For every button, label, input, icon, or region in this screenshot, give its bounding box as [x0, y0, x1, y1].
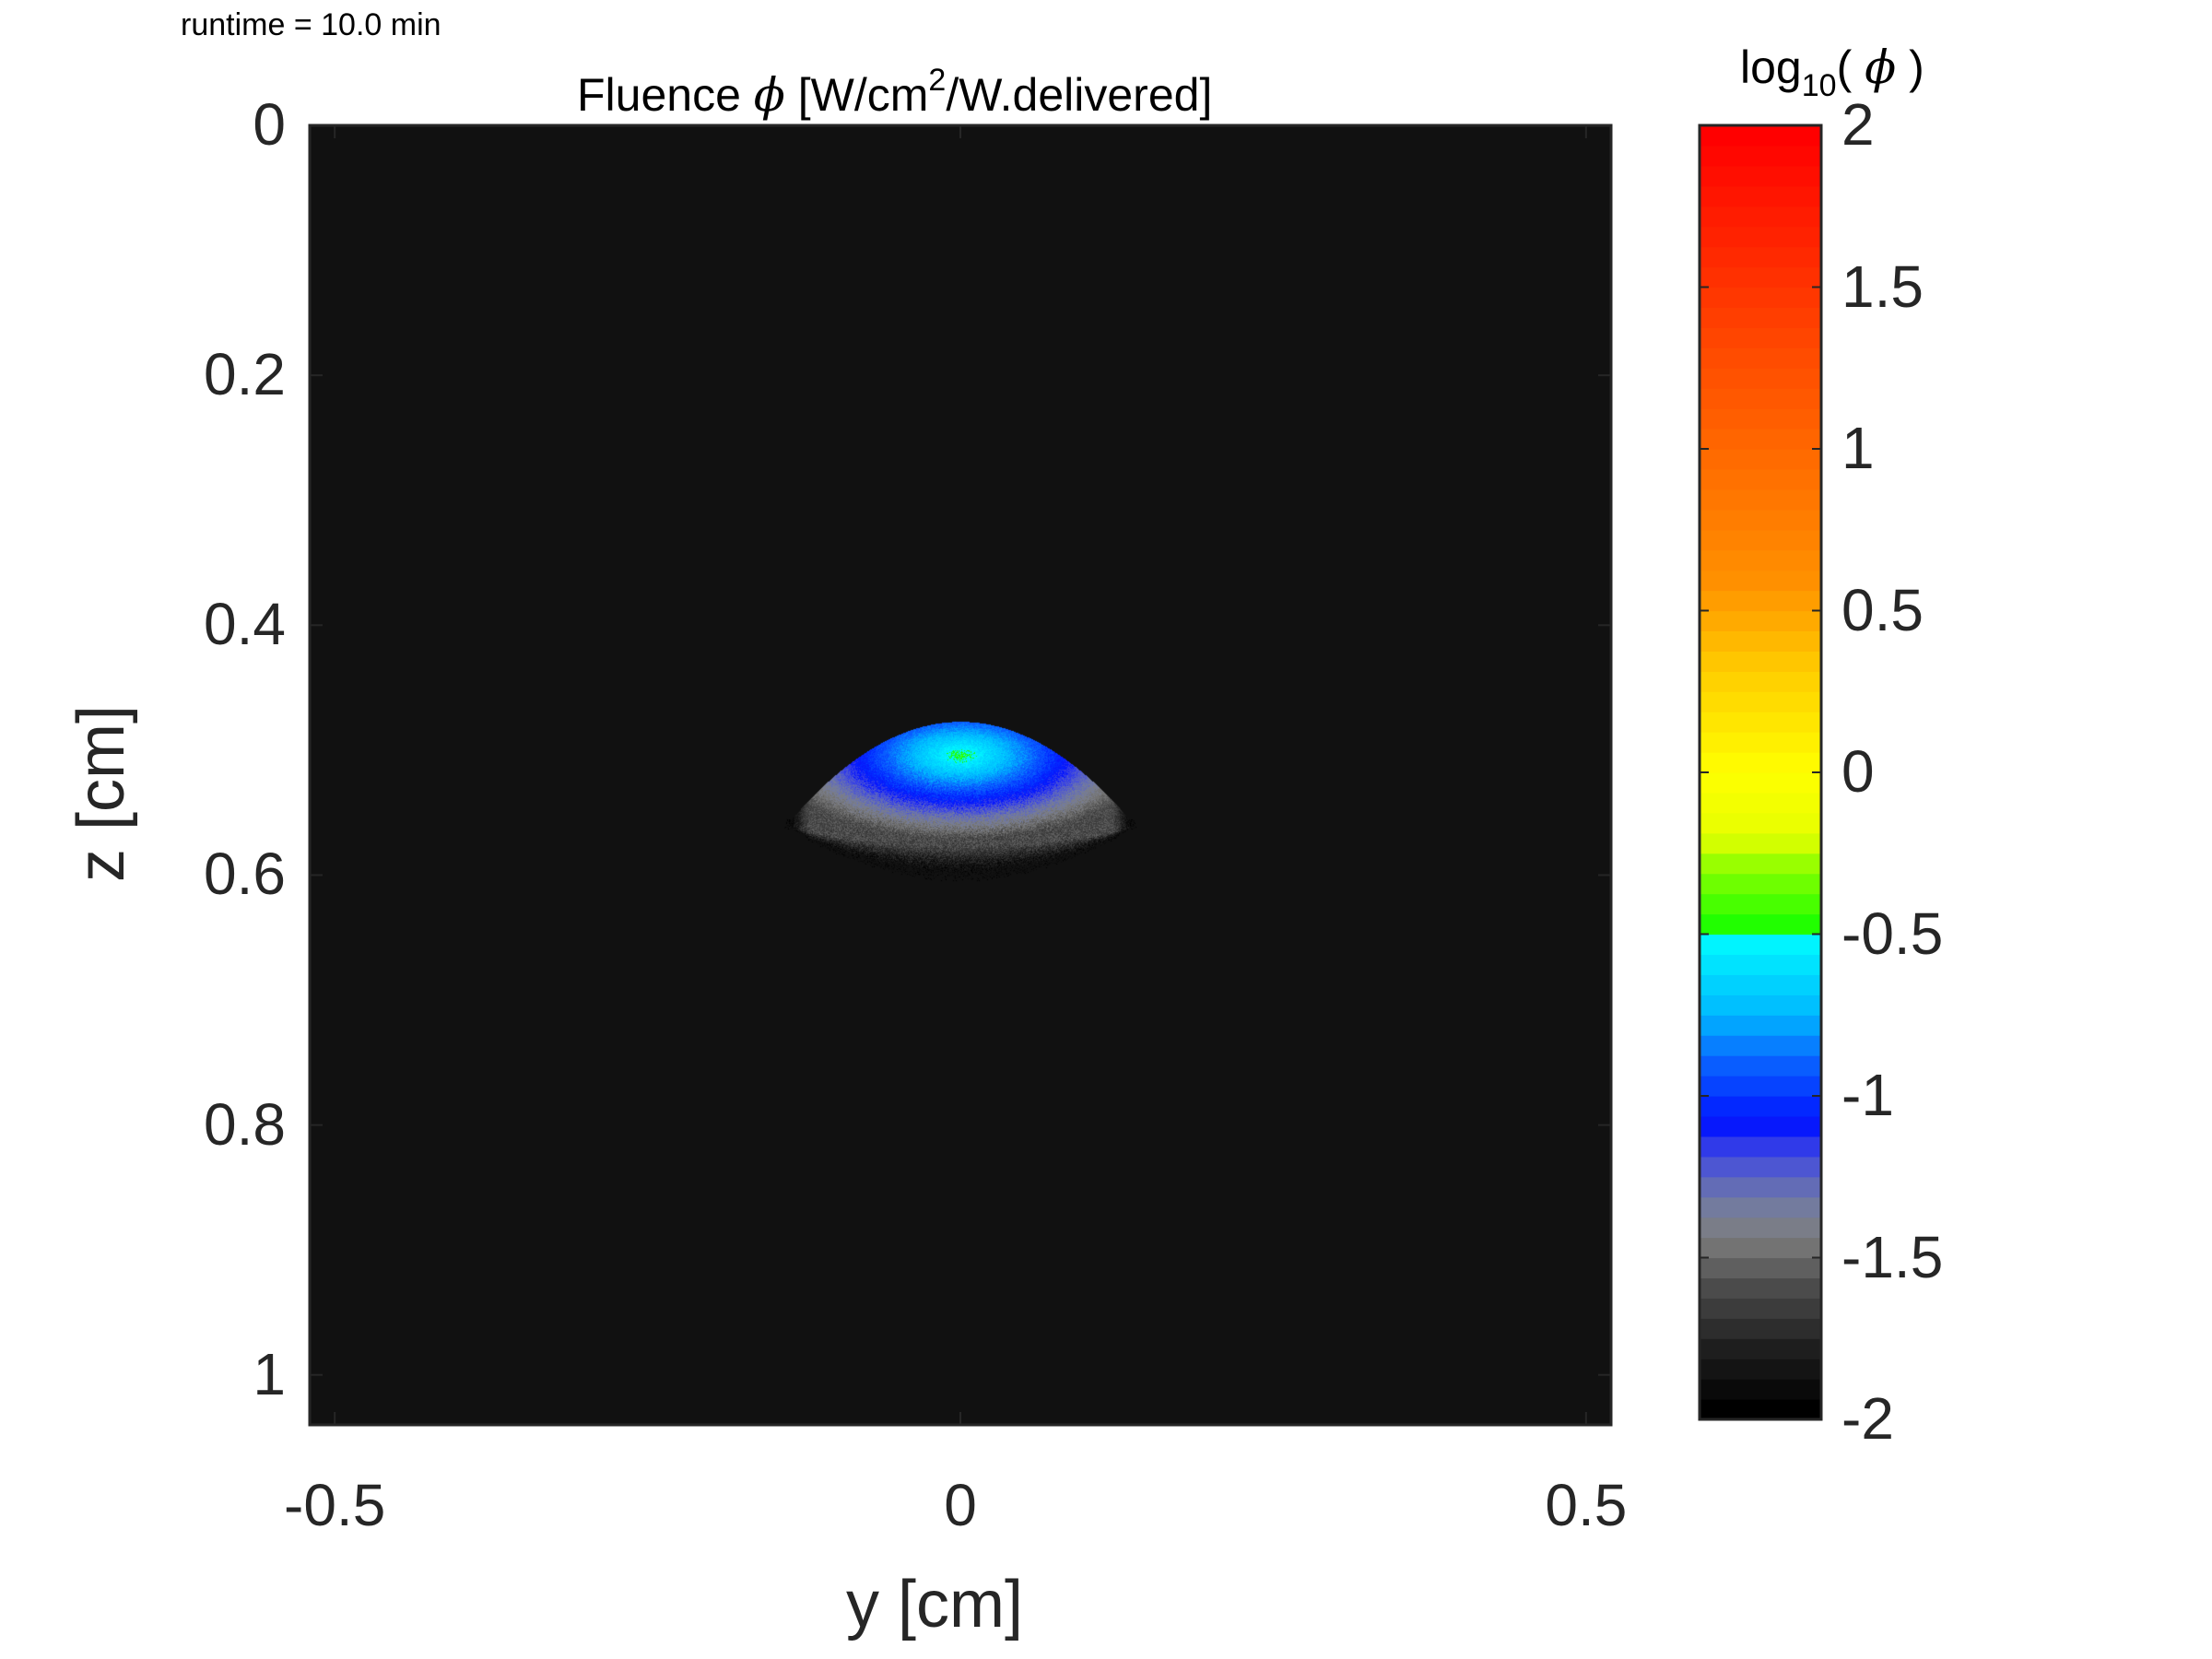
colorbar-level — [1700, 1359, 1821, 1380]
colorbar-level — [1700, 1055, 1821, 1077]
colorbar-level — [1700, 1076, 1821, 1097]
colorbar-level — [1700, 590, 1821, 612]
colorbar-tick-label: 0.5 — [1841, 576, 1924, 643]
x-tick-label: 0 — [944, 1472, 977, 1538]
colorbar-level — [1700, 206, 1821, 228]
y-tick-label: 0 — [253, 91, 286, 158]
colorbar-tick-label: -2 — [1841, 1385, 1894, 1452]
colorbar-level — [1700, 266, 1821, 288]
colorbar-level — [1700, 1196, 1821, 1218]
runtime-label: runtime = 10.0 min — [181, 7, 441, 42]
y-tick-label: 0.4 — [204, 591, 286, 658]
colorbar-level — [1700, 630, 1821, 652]
colorbar-level — [1700, 610, 1821, 632]
colorbar-level — [1700, 873, 1821, 895]
colorbar-level — [1700, 994, 1821, 1016]
colorbar-level — [1700, 145, 1821, 167]
colorbar-level — [1700, 853, 1821, 875]
colorbar-level — [1700, 125, 1821, 147]
colorbar-level — [1700, 347, 1821, 369]
x-tick-label: 0.5 — [1545, 1472, 1628, 1538]
colorbar-level — [1700, 1115, 1821, 1137]
colorbar-tick-label: 1 — [1841, 415, 1875, 481]
colorbar-level — [1700, 752, 1821, 773]
colorbar-level — [1700, 812, 1821, 834]
colorbar-level — [1700, 1277, 1821, 1299]
colorbar-level — [1700, 388, 1821, 409]
colorbar-tick-label: 0 — [1841, 738, 1875, 805]
colorbar-level — [1700, 1298, 1821, 1319]
colorbar-level — [1700, 368, 1821, 389]
colorbar-level — [1700, 1257, 1821, 1279]
colorbar-level — [1700, 893, 1821, 915]
y-tick-label: 0.8 — [204, 1090, 286, 1158]
colorbar-level — [1700, 792, 1821, 814]
colorbar-tick-label: -1.5 — [1841, 1223, 1944, 1290]
y-axis-label: z [cm] — [65, 705, 138, 882]
colorbar-level — [1700, 732, 1821, 753]
y-tick-label: 0.6 — [204, 841, 286, 908]
colorbar-level — [1700, 509, 1821, 531]
colorbar-level — [1700, 529, 1821, 551]
colorbar-level — [1700, 1379, 1821, 1400]
colorbar-tick-label: 1.5 — [1841, 253, 1924, 320]
fluence-heatmap — [310, 125, 1611, 1425]
colorbar-level — [1700, 287, 1821, 309]
fluence-plot — [308, 124, 1613, 1427]
colorbar-level — [1700, 246, 1821, 268]
plot-title: Fluence ϕ [W/cm2/W.delivered] — [577, 63, 1213, 122]
colorbar-level — [1700, 449, 1821, 470]
colorbar-level — [1700, 408, 1821, 429]
x-axis-label: y [cm] — [846, 1568, 1023, 1641]
colorbar-level — [1700, 691, 1821, 712]
colorbar-title: log10( ϕ ) — [1740, 41, 1924, 103]
colorbar-level — [1700, 226, 1821, 248]
colorbar-level — [1700, 488, 1821, 511]
colorbar-level — [1700, 772, 1821, 794]
colorbar — [1698, 124, 1823, 1421]
colorbar-level — [1700, 671, 1821, 692]
colorbar-level — [1700, 1035, 1821, 1056]
colorbar-level — [1700, 1015, 1821, 1036]
colorbar-level — [1700, 1176, 1821, 1198]
colorbar-level — [1700, 1399, 1821, 1420]
colorbar-level — [1700, 974, 1821, 995]
colorbar-level — [1700, 165, 1821, 187]
colorbar-level — [1700, 307, 1821, 328]
colorbar-level — [1700, 934, 1821, 956]
colorbar-level — [1700, 1217, 1821, 1239]
colorbar-level — [1700, 1338, 1821, 1359]
y-tick-label: 0.2 — [204, 341, 286, 408]
x-tick-label: -0.5 — [284, 1472, 386, 1538]
colorbar-level — [1700, 549, 1821, 571]
colorbar-level — [1700, 954, 1821, 975]
colorbar-level — [1700, 651, 1821, 672]
colorbar-level — [1700, 327, 1821, 348]
colorbar-level — [1700, 429, 1821, 450]
colorbar-level — [1700, 1135, 1821, 1158]
colorbar-level — [1700, 832, 1821, 854]
colorbar-level — [1700, 1156, 1821, 1178]
colorbar-level — [1700, 1237, 1821, 1259]
colorbar-tick-label: -0.5 — [1841, 900, 1944, 967]
colorbar-level — [1700, 913, 1821, 935]
y-tick-label: 1 — [253, 1340, 286, 1407]
colorbar-level — [1700, 1096, 1821, 1117]
colorbar-tick-label: 2 — [1841, 91, 1875, 158]
colorbar-level — [1700, 712, 1821, 733]
colorbar-tick-label: -1 — [1841, 1062, 1894, 1128]
colorbar-level — [1700, 185, 1821, 207]
colorbar-level — [1700, 468, 1821, 490]
colorbar-level — [1700, 570, 1821, 592]
colorbar-level — [1700, 1318, 1821, 1339]
